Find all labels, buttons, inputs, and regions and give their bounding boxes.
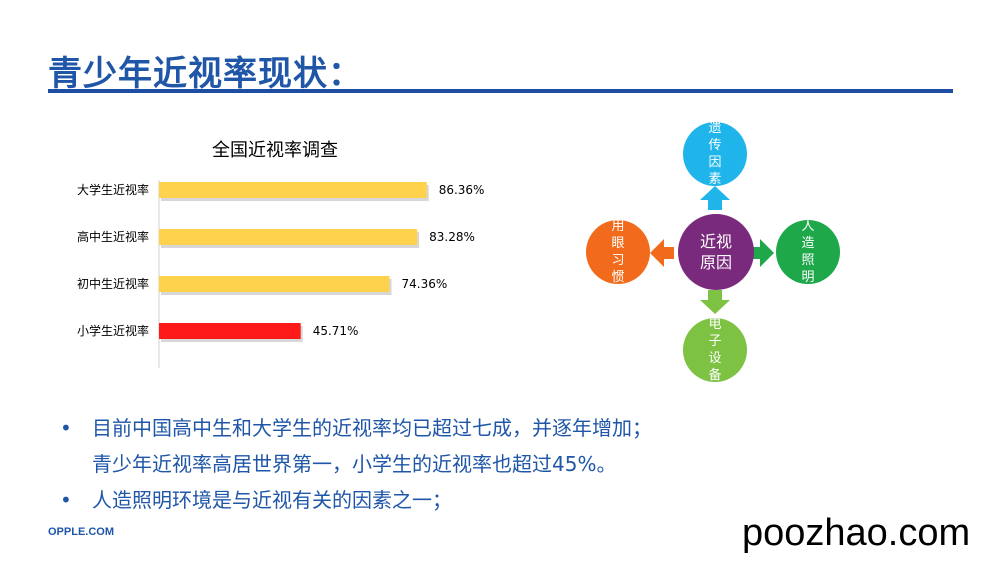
chart-title: 全国近视率调查 xyxy=(212,140,338,161)
diagram-char: 子 xyxy=(708,334,722,349)
cause-eye-habits-label: 用眼习惯 xyxy=(611,218,624,286)
bullet-marker: • xyxy=(60,488,72,512)
cause-lighting-label: 人造照明 xyxy=(801,218,814,286)
bullet-text: 青少年近视率高居世界第一，小学生的近视率也超过45%。 xyxy=(92,452,617,476)
arrow-up-icon xyxy=(700,186,730,210)
bullet-text: 目前中国高中生和大学生的近视率均已超过七成，并逐年增加； xyxy=(92,416,652,440)
value-label: 45.71% xyxy=(313,324,359,338)
diagram-char: 用 xyxy=(611,219,625,234)
cause-circle-heredity: 遗传因素 xyxy=(683,120,747,188)
bar-chart: 全国近视率调查大学生近视率 86.36% 高中生近视率 83.28% 初中生近视率 74.… xyxy=(55,130,535,370)
diagram-char: 设 xyxy=(708,351,722,366)
diagram-char: 传 xyxy=(708,138,722,153)
arrow-left-icon xyxy=(650,239,674,267)
watermark: poozhao.com xyxy=(742,512,971,554)
cause-diagram: 遗传因素 用眼习惯 人造照明 电子设备 近视原因 xyxy=(580,118,850,386)
value-label: 74.36% xyxy=(402,277,448,291)
diagram-char: 造 xyxy=(801,236,815,251)
diagram-char: 素 xyxy=(708,172,722,187)
center-label: 近视 原因 xyxy=(700,231,732,273)
value-label: 86.36% xyxy=(439,183,485,197)
bar xyxy=(159,229,418,245)
diagram-char: 照 xyxy=(801,253,815,268)
diagram-char: 明 xyxy=(801,270,815,285)
bar xyxy=(159,276,390,292)
bar xyxy=(159,182,427,198)
cause-circle-devices: 电子设备 xyxy=(683,316,747,384)
diagram-char: 因 xyxy=(708,155,722,170)
diagram-char: 备 xyxy=(708,368,722,383)
bar xyxy=(159,323,301,339)
bullet-item: • 目前中国高中生和大学生的近视率均已超过七成，并逐年增加； xyxy=(60,410,860,446)
cause-circle-lighting: 人造照明 xyxy=(776,218,840,286)
bullet-list: • 目前中国高中生和大学生的近视率均已超过七成，并逐年增加； 青少年近视率高居世… xyxy=(60,410,860,518)
diagram-arrows xyxy=(650,186,774,314)
title-divider xyxy=(48,89,953,93)
category-label: 高中生近视率 xyxy=(77,229,149,244)
category-label: 初中生近视率 xyxy=(77,276,149,291)
cause-heredity-label: 遗传因素 xyxy=(708,120,721,188)
diagram-char: 电 xyxy=(708,317,722,332)
footer-brand: OPPLE.COM xyxy=(48,526,115,538)
bullet-item: • 人造照明环境是与近视有关的因素之一； xyxy=(60,482,860,518)
arrow-down-icon xyxy=(700,290,730,314)
cause-circle-center: 近视 原因 xyxy=(678,214,754,290)
bullet-marker: • xyxy=(60,416,72,440)
diagram-char: 惯 xyxy=(611,270,625,285)
diagram-char: 遗 xyxy=(708,121,722,136)
value-label: 83.28% xyxy=(429,230,475,244)
category-label: 大学生近视率 xyxy=(77,182,149,197)
cause-circle-eye-habits: 用眼习惯 xyxy=(586,218,650,286)
center-line: 原因 xyxy=(699,253,732,272)
category-label: 小学生近视率 xyxy=(77,323,149,338)
page-title: 青少年近视率现状： xyxy=(48,54,363,94)
arrow-right-icon xyxy=(750,239,774,267)
bullet-item: 青少年近视率高居世界第一，小学生的近视率也超过45%。 xyxy=(60,446,860,482)
cause-devices-label: 电子设备 xyxy=(708,316,721,384)
diagram-char: 习 xyxy=(611,253,625,268)
center-line: 近视 xyxy=(699,232,732,251)
diagram-char: 人 xyxy=(801,219,815,234)
bullet-text: 人造照明环境是与近视有关的因素之一； xyxy=(92,488,452,512)
diagram-char: 眼 xyxy=(611,236,625,251)
